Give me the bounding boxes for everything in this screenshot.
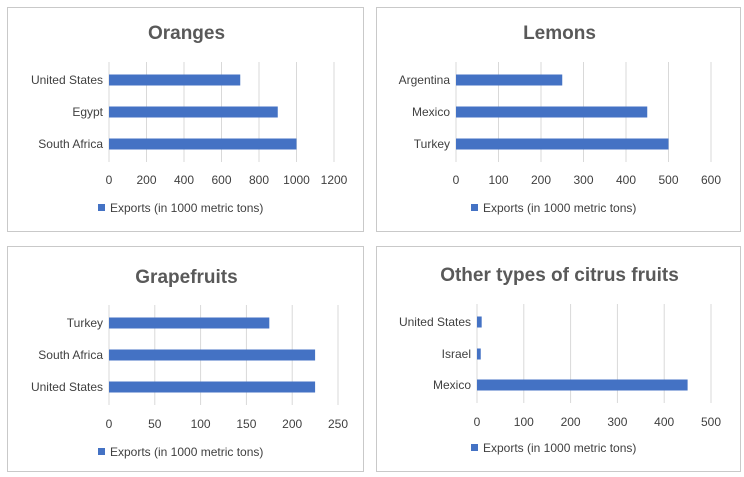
legend-label: Exports (in 1000 metric tons) [483,201,636,215]
chart-title: Oranges [148,23,225,44]
chart-panel-lemons: Lemons 0 100 200 300 400 500 600 Argentina Mexico… [376,7,741,232]
chart-panel-grapefruits: Grapefruits 0 50 100 150 200 250 Turkey South Af… [7,246,364,472]
x-tick-label: 300 [607,415,627,429]
x-tick-label: 300 [573,173,593,187]
bar-egypt [109,106,278,118]
bar-turkey [109,317,270,329]
category-label: Argentina [399,73,451,87]
x-tick-label: 0 [106,173,113,187]
chart-title: Grapefruits [135,267,237,288]
category-label: Mexico [412,105,450,119]
category-label: United States [399,315,471,329]
category-label: United States [31,380,103,394]
x-tick-label: 100 [488,173,508,187]
x-tick-label: 800 [249,173,269,187]
x-tick-label: 500 [701,415,721,429]
chart-title: Other types of citrus fruits [440,265,679,286]
x-tick-label: 1000 [283,173,310,187]
x-tick-label: 200 [282,417,302,431]
x-tick-label: 250 [328,417,348,431]
category-label: Turkey [414,137,450,151]
legend-label: Exports (in 1000 metric tons) [110,445,263,459]
bar-argentina [456,74,563,86]
legend-swatch [98,204,105,211]
x-tick-label: 100 [514,415,534,429]
x-tick-label: 0 [453,173,460,187]
legend-swatch [471,204,478,211]
legend-label: Exports (in 1000 metric tons) [483,441,636,455]
x-tick-label: 500 [658,173,678,187]
category-label: Mexico [433,378,471,392]
bar-united-states [109,74,241,86]
x-tick-label: 200 [136,173,156,187]
bar-united-states [477,316,482,328]
bar-south-africa [109,138,297,150]
x-tick-label: 1200 [321,173,348,187]
category-label: United States [31,73,103,87]
x-tick-label: 600 [211,173,231,187]
legend-label: Exports (in 1000 metric tons) [110,201,263,215]
chart-svg: Other types of citrus fruits 0 100 200 300 40… [399,265,721,455]
x-tick-label: 200 [531,173,551,187]
bar-mexico [477,379,688,391]
category-label: Turkey [67,316,103,330]
x-tick-label: 100 [191,417,211,431]
chart-title: Lemons [523,23,596,44]
x-tick-label: 600 [701,173,721,187]
bar-turkey [456,138,669,150]
x-tick-label: 0 [474,415,481,429]
x-tick-label: 50 [148,417,162,431]
x-tick-label: 400 [174,173,194,187]
bar-israel [477,348,481,360]
category-label: Egypt [72,105,103,119]
x-tick-label: 400 [654,415,674,429]
chart-svg: Lemons 0 100 200 300 400 500 600 Argentina Mexico… [399,23,722,215]
x-tick-label: 400 [616,173,636,187]
category-label: Israel [442,347,471,361]
legend-swatch [471,444,478,451]
category-label: South Africa [38,348,103,362]
chart-svg: Grapefruits 0 50 100 150 200 250 Turkey South Af… [31,267,348,459]
bar-south-africa [109,349,316,361]
chart-panel-other-citrus: Other types of citrus fruits 0 100 200 300 40… [376,246,741,472]
bar-mexico [456,106,648,118]
x-tick-label: 150 [236,417,256,431]
x-tick-label: 0 [106,417,113,431]
chart-panel-oranges: Oranges 0 200 400 600 800 1000 1200 United State… [7,7,364,232]
x-tick-label: 200 [561,415,581,429]
bar-united-states [109,381,316,393]
category-label: South Africa [38,137,103,151]
chart-svg: Oranges 0 200 400 600 800 1000 1200 United State… [31,23,348,215]
legend-swatch [98,448,105,455]
